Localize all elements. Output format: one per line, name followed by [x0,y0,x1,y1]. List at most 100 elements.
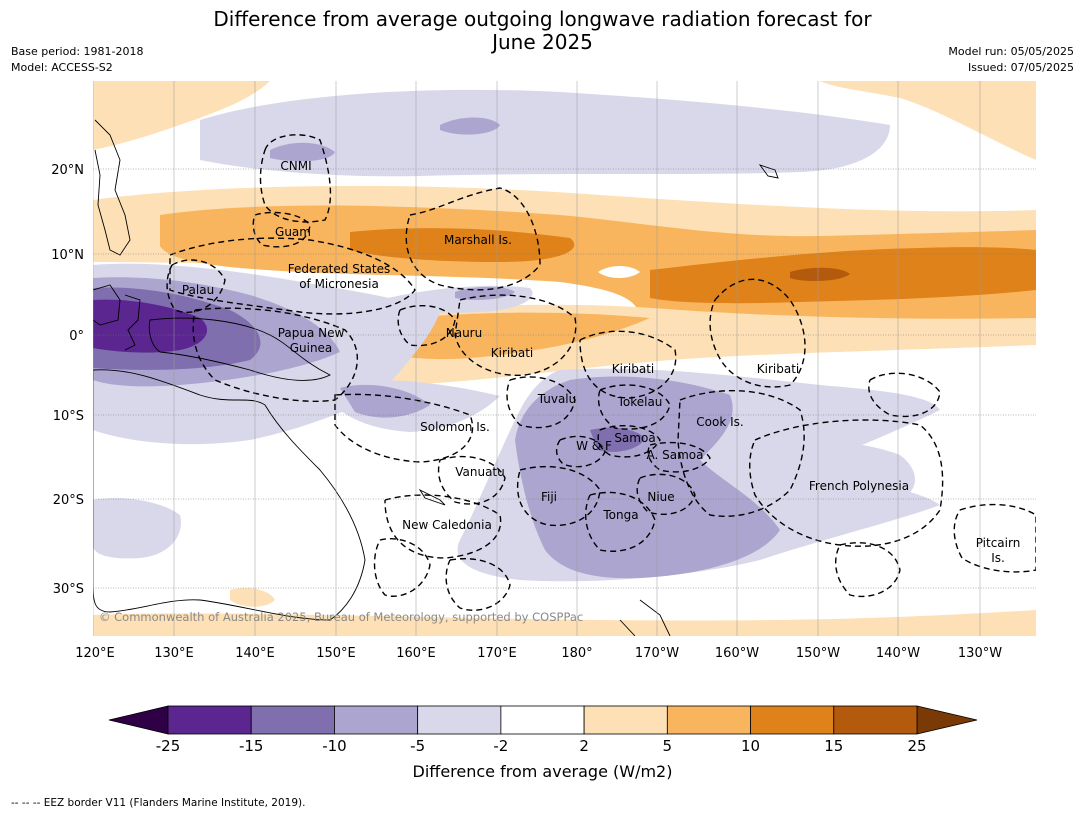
eez-kiribati-east [709,278,806,388]
eez-marshall [405,187,541,291]
colorbar-tick-labels: -25 -15 -10 -5 -2 2 5 10 15 25 [156,737,927,755]
lon-label-120e: 120°E [75,646,115,661]
coastlines [93,119,779,636]
south-west-lavender-region [93,498,181,559]
eez-kermadec [834,542,901,598]
eez-american-samoa [647,441,711,473]
colorbar-swatch [666,705,751,735]
eez-borders [166,134,1036,611]
sulawesi-coastline [124,294,141,351]
eez-samoa [597,425,661,458]
eez-footnote: -- -- -- EEZ border V11 (Flanders Marine… [11,797,306,809]
lat-label-10s: 10°S [53,409,84,424]
eez-french-polynesia [749,419,944,547]
philippines-coastline [94,119,131,256]
latitude-labels: 20°N 10°N 0° 10°S 20°S 30°S [51,163,84,597]
region-label-png-1: Papua New [278,326,345,340]
colorbar-swatches [167,705,918,735]
region-label-marshall: Marshall Is. [444,233,512,247]
eez-tuvalu [506,376,576,429]
lat-label-0: 0° [69,329,84,344]
colorbar-swatch [500,705,585,735]
colorbar-label: Difference from average (W/m2) [412,762,673,781]
region-label-pitcairn-1: Pitcairn [976,536,1021,550]
lat-label-20n: 20°N [51,163,84,178]
region-label-vanuatu: Vanuatu [455,465,505,479]
colorbar-tick-label: -25 [156,737,181,755]
itcz-dark-orange-core-west [350,228,575,262]
lon-label-180: 180° [561,646,592,661]
colorbar-swatch [250,705,335,735]
region-label-solomon: Solomon Is. [420,420,490,434]
anomaly-field: CNMI Guam Marshall Is. Federated States … [93,81,1036,636]
eez-fiji [516,465,601,527]
colorbar-tick-label: 5 [663,737,673,755]
hawaii-coastline [758,164,779,179]
lon-label-150w: 150°W [796,646,840,661]
region-label-tonga: Tonga [602,508,638,522]
issued-text: Issued: 07/05/2025 [967,61,1074,74]
region-label-niue: Niue [647,490,674,504]
eez-solomon [334,393,474,463]
solomon-purple-band [340,384,430,418]
region-label-cnmi: CNMI [280,159,311,173]
region-label-new-caledonia: New Caledonia [402,518,492,532]
title-line-1: Difference from average outgoing longwav… [213,7,872,31]
region-label-american-samoa: A. Samoa [647,448,704,462]
lat-label-20s: 20°S [53,493,84,508]
west-pacific-deep-purple-core [93,299,208,353]
colorbar-tick-label: 10 [741,737,760,755]
colorbar-swatch [334,705,419,735]
region-label-kiribati-east: Kiribati [757,362,799,376]
colorbar-tick-label: 2 [579,737,589,755]
south-light-orange-strip [93,610,1036,636]
copyright-notice: © Commonwealth of Australia 2025, Bureau… [99,610,583,624]
base-period-info: Base period: 1981-2018 Model: ACCESS-S2 [11,44,143,76]
colorbar-tick-label: 15 [824,737,843,755]
eez-australia-east [373,538,431,597]
lon-label-160e: 160°E [396,646,436,661]
new-guinea-coastline [148,317,332,381]
region-label-fsm-1: Federated States [288,262,390,276]
north-lavender-band [200,89,890,177]
title-line-2: June 2025 [492,30,593,54]
region-label-png-2: Guinea [290,341,333,355]
colorbar-swatch [417,705,502,735]
map-title: Difference from average outgoing longwav… [0,8,1085,54]
lon-label-130w: 130°W [958,646,1002,661]
base-period-text: Base period: 1981-2018 [11,45,144,58]
lon-label-130e: 130°E [154,646,194,661]
lon-label-170e: 170°E [477,646,517,661]
model-run-text: Model run: 05/05/2025 [948,45,1074,58]
region-label-palau: Palau [182,283,214,297]
colorbar-tick-label: 25 [907,737,926,755]
region-label-tokelau: Tokelau [617,395,663,409]
region-label-kiribati-west: Kiribati [491,346,533,360]
region-label-tuvalu: Tuvalu [537,392,577,406]
new-caledonia-coastline [418,488,446,506]
model-text: Model: ACCESS-S2 [11,61,113,74]
colorbar: -25 -15 -10 -5 -2 2 5 10 15 25 [108,705,978,755]
north-lavender-spot [440,117,500,135]
eez-tokelau [597,384,671,430]
colorbar-tick-label: -10 [322,737,347,755]
eez-nauru [397,305,456,347]
eez-tonga [584,491,656,552]
lon-label-170w: 170°W [635,646,679,661]
longitude-labels: 120°E 130°E 140°E 150°E 160°E 170°E 180°… [75,646,1002,661]
borneo-coastline [93,284,121,326]
eez-fsm [169,237,416,315]
colorbar-swatch [750,705,835,735]
eez-french-polynesia-north [868,372,941,418]
eez-kiribati-central [579,330,677,399]
eez-pitcairn [953,503,1036,573]
lat-label-10n: 10°N [51,248,84,263]
model-run-info: Model run: 05/05/2025 Issued: 07/05/2025 [948,44,1074,76]
eez-kiribati-west [454,294,577,376]
region-label-guam: Guam [275,225,311,239]
colorbar-swatch [583,705,668,735]
colorbar-swatch [833,705,918,735]
eez-palau [166,259,226,314]
region-label-french-polynesia: French Polynesia [809,479,909,493]
